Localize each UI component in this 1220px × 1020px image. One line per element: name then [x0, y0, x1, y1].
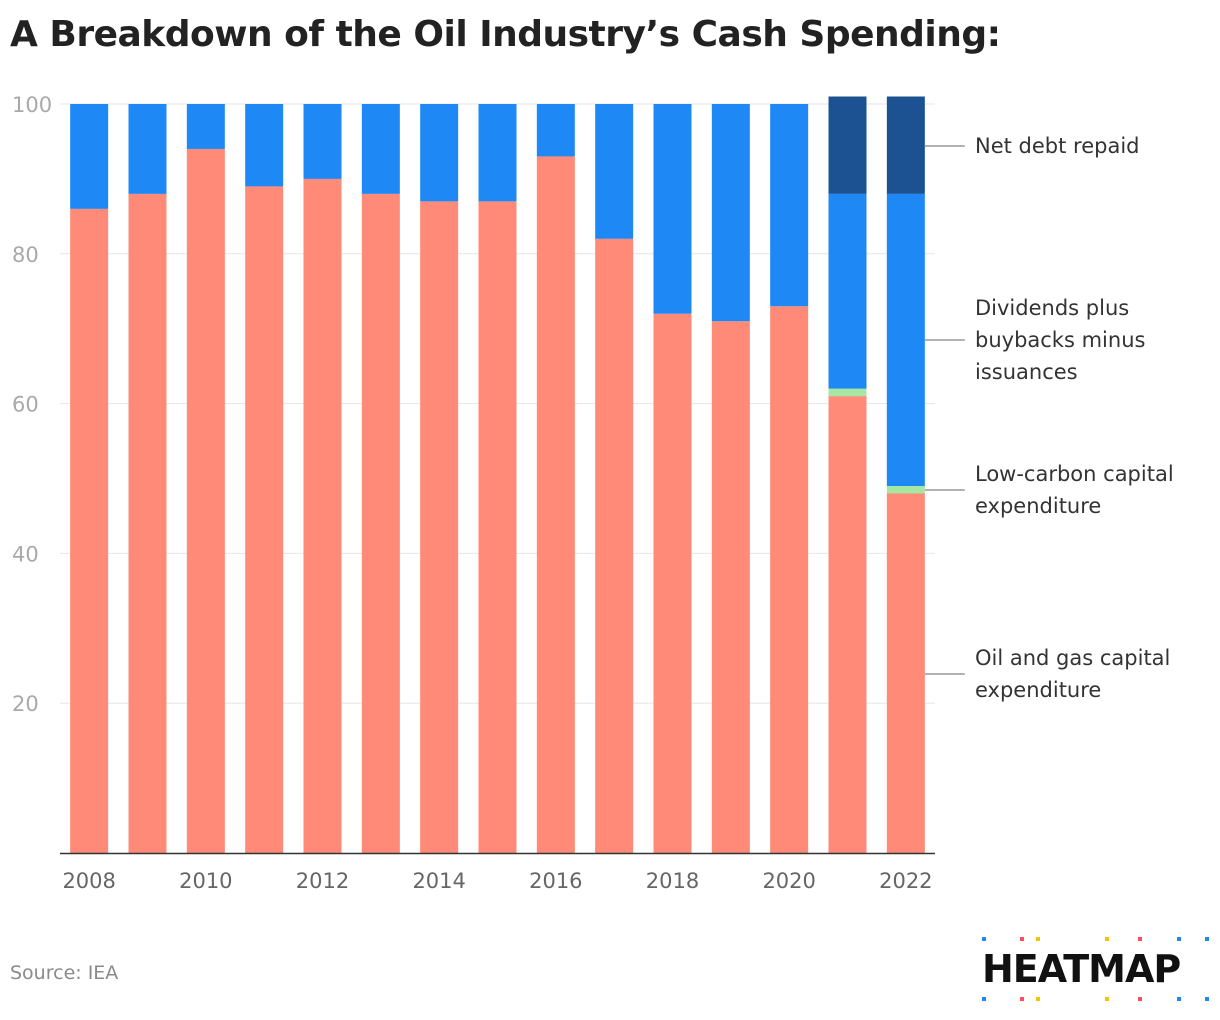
- bars: [70, 96, 925, 854]
- x-tick-label: 2022: [879, 869, 932, 893]
- x-tick-label: 2020: [762, 869, 815, 893]
- bar-segment-2009-s0: [128, 193, 167, 853]
- x-tick-label: 2016: [529, 869, 582, 893]
- bar-segment-2021-s2: [828, 193, 867, 389]
- bar-segment-2016-s2: [536, 104, 575, 157]
- y-tick-label: 20: [12, 692, 39, 716]
- bar-segment-2014-s2: [420, 104, 459, 202]
- bar-segment-2017-s0: [595, 238, 634, 853]
- chart-title: A Breakdown of the Oil Industry’s Cash S…: [10, 14, 1001, 55]
- bar-segment-2015-s0: [478, 201, 517, 853]
- source-note: Source: IEA: [10, 962, 119, 984]
- x-axis-tick-labels: 2008 2010 2012 2014 2016 2018 2020 2022: [62, 869, 932, 893]
- bar-segment-2012-s2: [303, 104, 342, 179]
- bar-segment-2008-s0: [70, 208, 109, 854]
- y-tick-label: 40: [12, 542, 39, 566]
- bar-segment-2017-s2: [595, 104, 634, 239]
- bar-segment-2019-s0: [711, 321, 750, 854]
- bar-segment-2009-s2: [128, 104, 167, 194]
- y-tick-label: 60: [12, 393, 39, 417]
- series-label: issuances: [975, 360, 1078, 384]
- bar-segment-2016-s0: [536, 156, 575, 853]
- x-tick-label: 2010: [179, 869, 232, 893]
- bar-segment-2019-s2: [711, 104, 750, 322]
- bar-segment-2008-s2: [70, 104, 109, 209]
- bar-segment-2010-s0: [186, 148, 225, 853]
- bar-segment-2021-s3: [828, 96, 867, 194]
- series-label: buybacks minus: [975, 328, 1145, 352]
- bar-segment-2018-s0: [653, 313, 692, 854]
- x-tick-label: 2012: [296, 869, 349, 893]
- bar-segment-2013-s0: [361, 193, 400, 853]
- bar-segment-2014-s0: [420, 201, 459, 853]
- bar-segment-2021-s1: [828, 388, 867, 397]
- bar-segment-2011-s2: [245, 104, 284, 187]
- series-label: expenditure: [975, 678, 1101, 702]
- y-tick-label: 80: [12, 243, 39, 267]
- bar-segment-2021-s0: [828, 396, 867, 853]
- series-label: expenditure: [975, 494, 1101, 518]
- bar-segment-2012-s0: [303, 178, 342, 853]
- bar-segment-2022-s3: [886, 96, 925, 194]
- logo-wordmark: HEATMAP: [982, 947, 1181, 991]
- bar-segment-2022-s0: [886, 493, 925, 853]
- heatmap-logo: HEATMAP: [980, 937, 1210, 1003]
- bar-segment-2018-s2: [653, 104, 692, 314]
- stacked-bar-chart: 20 40 60 80 100 2008 2010 2012 2014 2016 2018 2020…: [12, 93, 1174, 893]
- x-tick-label: 2008: [62, 869, 115, 893]
- bar-segment-2011-s0: [245, 186, 284, 853]
- series-label: Oil and gas capital: [975, 646, 1170, 670]
- bar-segment-2022-s2: [886, 193, 925, 486]
- bar-segment-2022-s1: [886, 485, 925, 494]
- series-label: Dividends plus: [975, 296, 1129, 320]
- y-axis-tick-labels: 20 40 60 80 100: [12, 93, 52, 716]
- series-labels: Net debt repaid Dividends plus buybacks mi…: [924, 134, 1174, 702]
- x-tick-label: 2018: [646, 869, 699, 893]
- y-tick-label: 100: [12, 93, 52, 117]
- bar-segment-2020-s0: [770, 306, 809, 854]
- bar-segment-2010-s2: [186, 104, 225, 149]
- series-label: Low-carbon capital: [975, 462, 1174, 486]
- logo-dots-icon: [982, 937, 1209, 1001]
- bar-segment-2015-s2: [478, 104, 517, 202]
- bar-segment-2020-s2: [770, 104, 809, 307]
- bar-segment-2013-s2: [361, 104, 400, 194]
- x-tick-label: 2014: [412, 869, 465, 893]
- series-label: Net debt repaid: [975, 134, 1139, 158]
